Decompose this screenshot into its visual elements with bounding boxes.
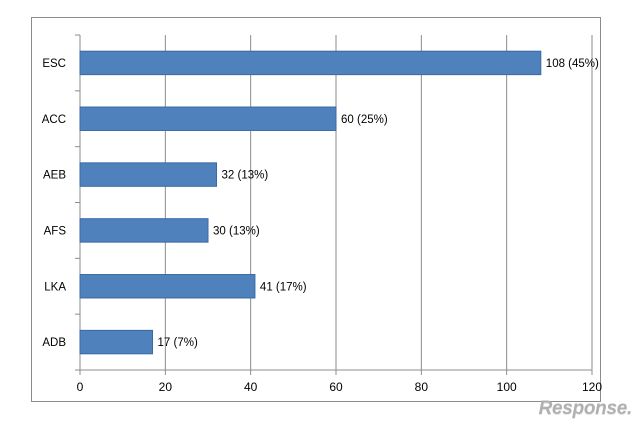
x-tick-label: 20 bbox=[159, 380, 173, 394]
x-tick-label: 120 bbox=[582, 380, 602, 394]
x-tick-label: 100 bbox=[497, 380, 517, 394]
data-label-afs: 30 (13%) bbox=[213, 225, 260, 237]
category-label-aeb: AEB bbox=[43, 170, 66, 182]
category-label-lka: LKA bbox=[44, 281, 66, 293]
x-tick-label: 40 bbox=[244, 380, 258, 394]
bar-acc bbox=[79, 106, 337, 131]
category-label-afs: AFS bbox=[44, 225, 67, 237]
category-label-acc: ACC bbox=[42, 114, 66, 126]
bar-aeb bbox=[79, 162, 218, 187]
x-tick-label: 80 bbox=[415, 380, 429, 394]
data-label-aeb: 32 (13%) bbox=[222, 170, 269, 182]
category-label-esc: ESC bbox=[42, 58, 66, 70]
data-label-acc: 60 (25%) bbox=[341, 114, 388, 126]
x-tick-label: 0 bbox=[77, 380, 84, 394]
bar-esc bbox=[79, 50, 542, 76]
x-tick-label: 60 bbox=[329, 380, 343, 394]
bar-afs bbox=[79, 218, 209, 243]
category-label-adb: ADB bbox=[42, 337, 66, 349]
data-label-lka: 41 (17%) bbox=[260, 281, 307, 293]
data-label-esc: 108 (45%) bbox=[546, 58, 599, 70]
bar-lka bbox=[79, 274, 256, 299]
data-label-adb: 17 (7%) bbox=[158, 337, 198, 349]
bar-adb bbox=[79, 329, 154, 355]
response-watermark-logo: Response. bbox=[538, 398, 633, 419]
